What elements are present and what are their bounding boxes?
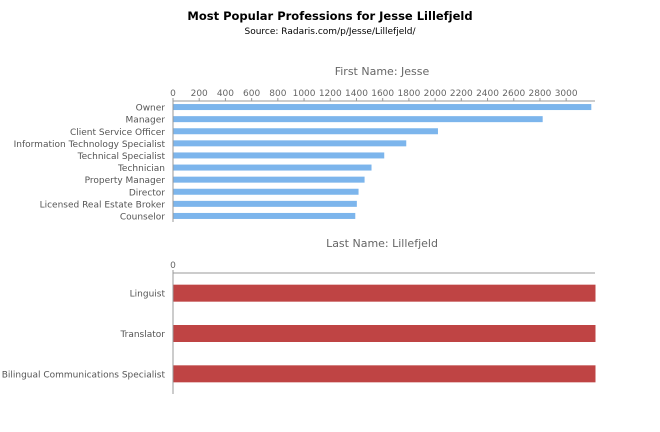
bar bbox=[173, 128, 438, 135]
bar bbox=[173, 152, 385, 159]
chart-subtitle: Source: Radaris.com/p/Jesse/Lillefjeld/ bbox=[244, 27, 416, 37]
bar bbox=[173, 164, 372, 171]
bar bbox=[173, 188, 359, 195]
category-label: Client Service Officer bbox=[70, 128, 165, 138]
bar bbox=[173, 365, 596, 383]
x-tick-label: 200 bbox=[191, 89, 208, 99]
category-label: Licensed Real Estate Broker bbox=[40, 200, 166, 210]
bar bbox=[173, 212, 356, 219]
bar bbox=[173, 176, 365, 183]
x-tick-label: 400 bbox=[217, 89, 234, 99]
x-tick-label: 1000 bbox=[293, 89, 316, 99]
bar bbox=[173, 140, 407, 147]
chart-title: Most Popular Professions for Jesse Lille… bbox=[187, 9, 473, 23]
panel-title: First Name: Jesse bbox=[335, 65, 430, 78]
x-tick-label: 800 bbox=[269, 89, 286, 99]
x-tick-label: 3000 bbox=[555, 89, 578, 99]
x-tick-label: 2000 bbox=[424, 89, 447, 99]
x-tick-label: 2600 bbox=[502, 89, 525, 99]
x-tick-label: 1400 bbox=[345, 89, 368, 99]
x-tick-label: 0 bbox=[170, 261, 176, 271]
x-tick-label: 600 bbox=[243, 89, 260, 99]
category-label: Bilingual Communications Specialist bbox=[2, 370, 166, 380]
category-label: Counselor bbox=[120, 212, 165, 222]
category-label: Technical Specialist bbox=[77, 152, 166, 162]
category-label: Linguist bbox=[130, 290, 166, 300]
bar bbox=[173, 104, 592, 111]
category-label: Technician bbox=[117, 164, 165, 174]
panel-title: Last Name: Lillefjeld bbox=[326, 237, 438, 250]
category-label: Director bbox=[129, 188, 165, 198]
x-tick-label: 0 bbox=[170, 89, 176, 99]
x-tick-label: 1200 bbox=[319, 89, 342, 99]
category-label: Owner bbox=[136, 104, 166, 114]
category-label: Manager bbox=[126, 116, 166, 126]
category-label: Information Technology Specialist bbox=[14, 140, 166, 150]
category-label: Property Manager bbox=[85, 176, 166, 186]
x-tick-label: 2200 bbox=[450, 89, 473, 99]
category-label: Translator bbox=[119, 330, 165, 340]
bar bbox=[173, 284, 596, 302]
bar bbox=[173, 325, 596, 342]
x-tick-label: 1600 bbox=[371, 89, 394, 99]
x-tick-label: 1800 bbox=[397, 89, 420, 99]
x-tick-label: 2800 bbox=[529, 89, 552, 99]
bar bbox=[173, 116, 543, 123]
x-tick-label: 2400 bbox=[476, 89, 499, 99]
bar bbox=[173, 200, 357, 207]
